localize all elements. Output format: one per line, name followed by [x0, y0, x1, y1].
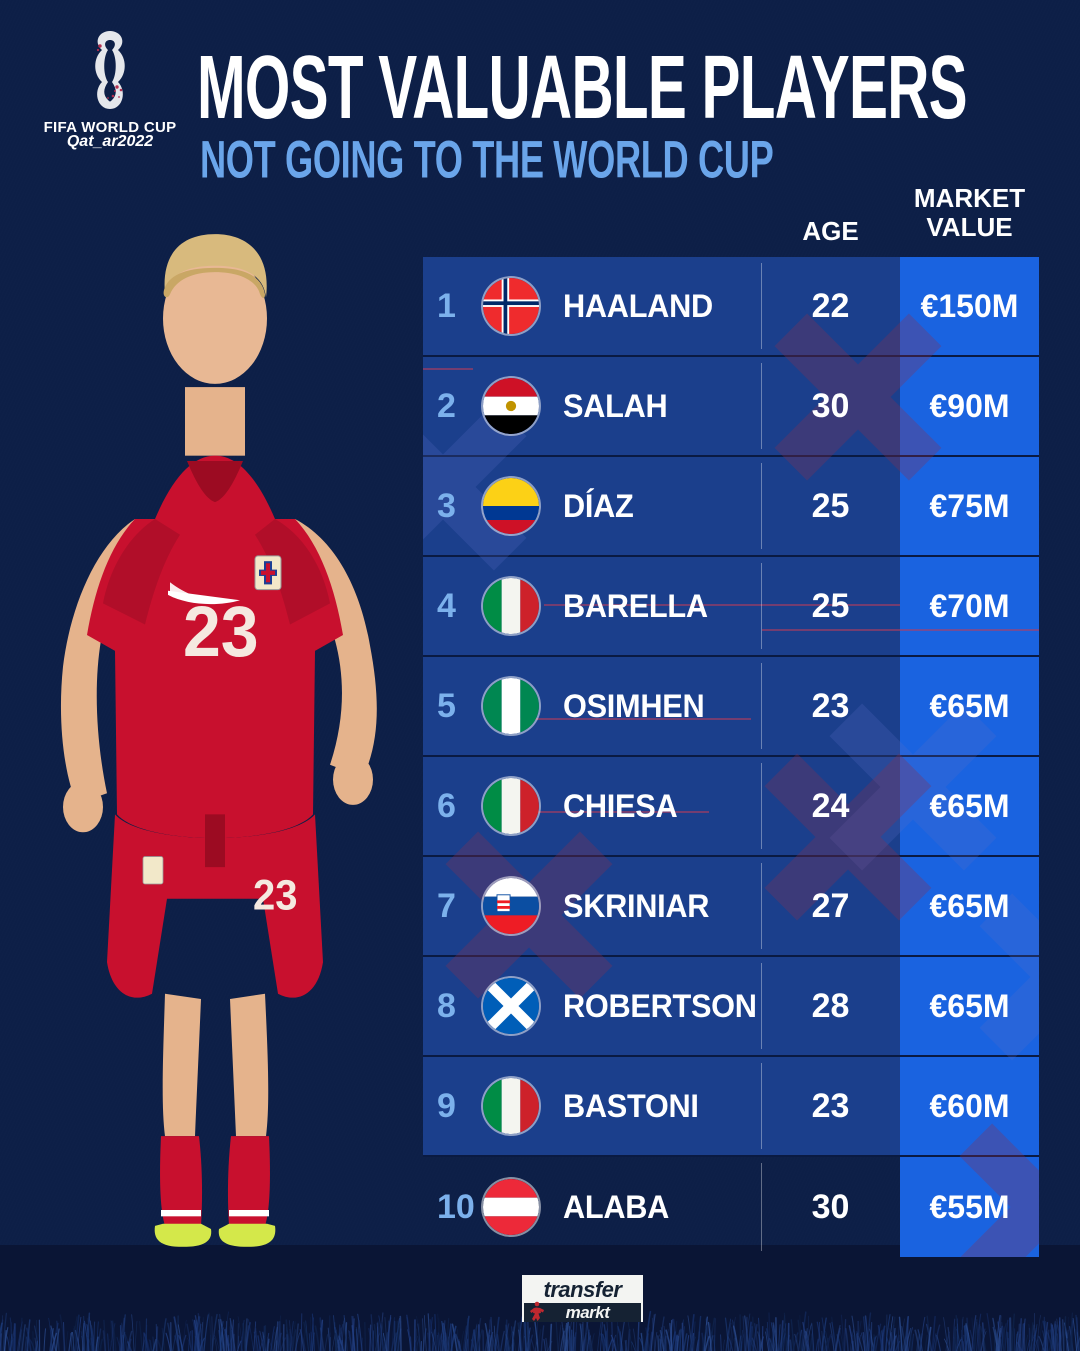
svg-text:23: 23: [183, 591, 259, 671]
svg-text:23: 23: [253, 871, 297, 918]
